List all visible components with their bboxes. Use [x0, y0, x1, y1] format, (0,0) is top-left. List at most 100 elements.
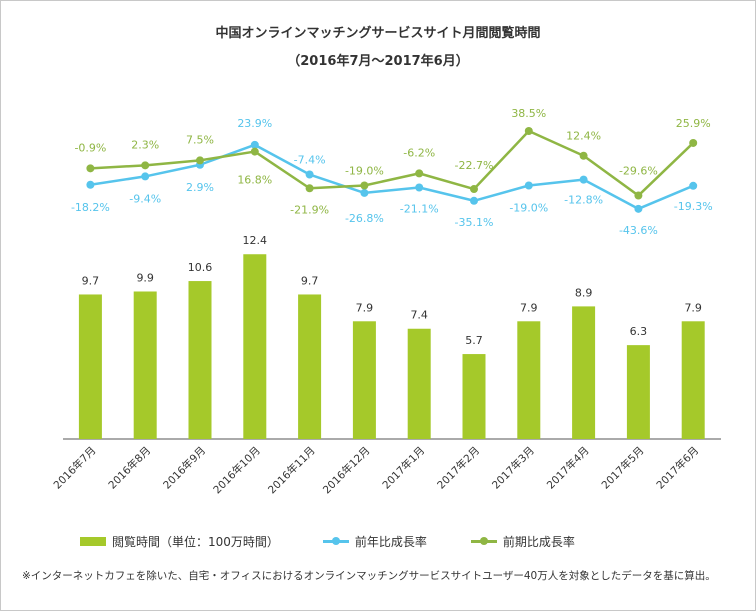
- bar-10: [572, 306, 596, 439]
- chart-title: 中国オンラインマッチングサービスサイト月間閲覧時間: [215, 26, 541, 41]
- yoy-point-12: [689, 181, 698, 190]
- bar-8: [462, 354, 486, 439]
- bar-9: [517, 321, 541, 439]
- legend-item-bar: 閲覧時間（単位：100万時間）: [80, 533, 279, 550]
- x-tick-label-12: 2017年6月: [654, 444, 702, 492]
- x-tick-label-1: 2016年7月: [51, 444, 99, 492]
- yoy-label-2: -9.4%: [129, 192, 161, 205]
- x-tick-label-5: 2016年11月: [265, 444, 317, 496]
- bar-value-label-11: 6.3: [630, 325, 648, 338]
- yoy-point-4: [250, 140, 259, 149]
- bar-value-label-3: 10.6: [188, 261, 213, 274]
- mom-label-3: 7.5%: [186, 133, 214, 146]
- legend-swatch-yoy: [322, 536, 349, 546]
- bar-value-label-6: 7.9: [356, 301, 374, 314]
- mom-label-4: 16.8%: [237, 174, 272, 187]
- mom-point-7: [415, 169, 424, 178]
- yoy-point-7: [415, 183, 424, 192]
- yoy-point-10: [579, 175, 588, 184]
- bar-12: [681, 321, 705, 439]
- x-tick-label-10: 2017年4月: [544, 444, 592, 492]
- mom-point-6: [360, 181, 369, 190]
- mom-label-10: 12.4%: [566, 130, 601, 143]
- bar-value-label-8: 5.7: [465, 334, 483, 347]
- mom-label-5: -21.9%: [290, 203, 329, 216]
- yoy-point-11: [634, 204, 643, 213]
- bar-3: [188, 281, 212, 439]
- legend-label-mom: 前期比成長率: [502, 534, 575, 549]
- mom-label-7: -6.2%: [403, 146, 435, 159]
- footnote: ※インターネットカフェを除いた、自宅・オフィスにおけるオンラインマッチングサービ…: [22, 570, 716, 582]
- legend-item-yoy: 前年比成長率: [322, 533, 427, 550]
- mom-point-11: [634, 191, 643, 200]
- x-tick-label-4: 2016年10月: [211, 444, 263, 496]
- yoy-label-5: -7.4%: [294, 154, 326, 167]
- bar-value-label-10: 8.9: [575, 286, 593, 299]
- legend-swatch-mom: [470, 536, 497, 546]
- chart-legend: 閲覧時間（単位：100万時間） 前年比成長率 前期比成長率: [80, 531, 619, 551]
- mom-point-3: [196, 156, 204, 165]
- yoy-point-1: [86, 180, 95, 189]
- mom-label-1: -0.9%: [74, 141, 106, 154]
- x-tick-label-8: 2017年2月: [434, 444, 482, 492]
- mom-point-1: [86, 164, 95, 173]
- mom-point-8: [470, 185, 478, 194]
- x-tick-label-7: 2017年1月: [380, 444, 428, 492]
- yoy-point-2: [141, 172, 150, 181]
- yoy-label-1: -18.2%: [71, 201, 110, 214]
- mom-point-10: [579, 151, 588, 160]
- mom-label-9: 38.5%: [511, 107, 546, 120]
- mom-label-12: 25.9%: [676, 117, 711, 130]
- bar-value-label-9: 7.9: [520, 301, 538, 314]
- x-tick-label-9: 2017年3月: [489, 444, 537, 492]
- x-tick-label-6: 2016年12月: [320, 444, 372, 496]
- bar-5: [298, 294, 322, 439]
- yoy-point-5: [305, 170, 314, 179]
- legend-label-bar: 閲覧時間（単位：100万時間）: [112, 534, 279, 549]
- bar-value-label-1: 9.7: [82, 274, 100, 287]
- legend-swatch-bar: [80, 536, 106, 546]
- yoy-label-4: 23.9%: [237, 117, 272, 130]
- yoy-point-6: [360, 188, 369, 197]
- yoy-label-10: -12.8%: [564, 194, 603, 207]
- mom-label-6: -19.0%: [345, 165, 384, 178]
- yoy-label-8: -35.1%: [455, 216, 494, 229]
- mom-point-12: [689, 138, 698, 147]
- mom-point-5: [305, 184, 314, 193]
- mom-point-4: [250, 147, 259, 156]
- legend-label-yoy: 前年比成長率: [354, 534, 427, 549]
- mom-label-2: 2.3%: [131, 138, 159, 151]
- yoy-label-12: -19.3%: [674, 200, 713, 213]
- mom-label-8: -22.7%: [455, 159, 494, 172]
- yoy-label-11: -43.6%: [619, 224, 658, 237]
- mom-point-9: [524, 127, 533, 136]
- bar-6: [352, 321, 376, 439]
- yoy-label-3: 2.9%: [186, 181, 214, 194]
- bar-value-label-7: 7.4: [410, 309, 428, 322]
- bar-value-label-12: 7.9: [684, 301, 702, 314]
- legend-item-mom: 前期比成長率: [470, 533, 575, 550]
- yoy-point-8: [470, 196, 478, 205]
- bar-1: [78, 294, 102, 439]
- x-tick-label-11: 2017年5月: [599, 444, 647, 492]
- yoy-point-9: [524, 181, 533, 190]
- bar-11: [626, 345, 650, 439]
- x-tick-label-2: 2016年8月: [106, 444, 154, 492]
- x-tick-label-3: 2016年9月: [160, 444, 208, 492]
- mom-label-11: -29.6%: [619, 165, 658, 178]
- bar-7: [407, 328, 431, 439]
- yoy-label-6: -26.8%: [345, 212, 384, 225]
- yoy-line: [90, 143, 694, 211]
- mom-point-2: [141, 161, 150, 170]
- bar-value-label-2: 9.9: [136, 271, 154, 284]
- bar-2: [133, 291, 157, 439]
- yoy-label-9: -19.0%: [509, 202, 548, 215]
- chart-subtitle: （2016年7月～2017年6月）: [287, 54, 469, 69]
- bar-value-label-5: 9.7: [301, 274, 319, 287]
- yoy-label-7: -21.1%: [400, 203, 439, 216]
- mom-line: [90, 129, 695, 197]
- bar-4: [243, 254, 267, 439]
- bar-value-label-4: 12.4: [243, 234, 268, 247]
